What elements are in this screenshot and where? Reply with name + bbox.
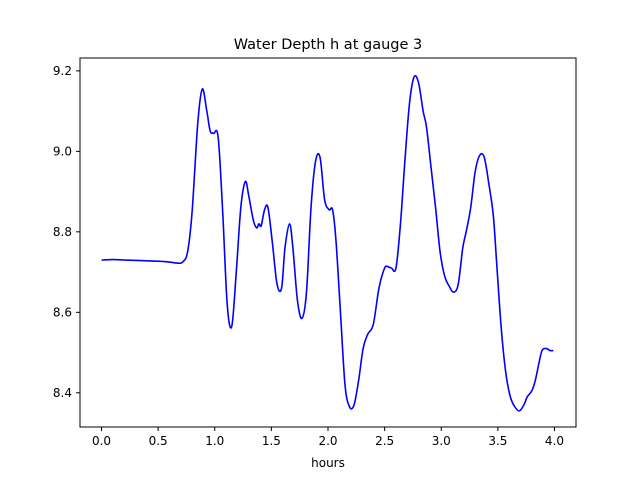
- x-tick-label: 1.5: [262, 434, 281, 448]
- ticks-layer: 0.0 0.5 1.0 1.5 2.0 2.5 3.0 3.5 4.0 8.4 8.6 8.8 9.0 9…: [53, 64, 564, 448]
- series-layer: [101, 74, 554, 412]
- x-tick-label: 1.0: [205, 434, 224, 448]
- water-depth-line: [101, 74, 554, 412]
- y-tick-label: 8.6: [53, 305, 72, 319]
- x-tick-label: 4.0: [545, 434, 564, 448]
- x-tick-label: 3.5: [488, 434, 507, 448]
- x-axis-label: hours: [311, 456, 345, 470]
- y-tick-label: 9.2: [53, 64, 72, 78]
- plot-frame: [79, 57, 577, 428]
- chart-title: Water Depth h at gauge 3: [234, 37, 422, 53]
- x-tick-label: 0.0: [92, 434, 111, 448]
- x-tick-label: 0.5: [149, 434, 168, 448]
- y-tick-label: 9.0: [53, 144, 72, 158]
- x-tick-label: 2.5: [375, 434, 394, 448]
- x-tick-label: 2.0: [318, 434, 337, 448]
- x-tick-label: 3.0: [432, 434, 451, 448]
- y-tick-label: 8.4: [53, 386, 72, 400]
- y-tick-label: 8.8: [53, 225, 72, 239]
- plot-area: [80, 58, 576, 427]
